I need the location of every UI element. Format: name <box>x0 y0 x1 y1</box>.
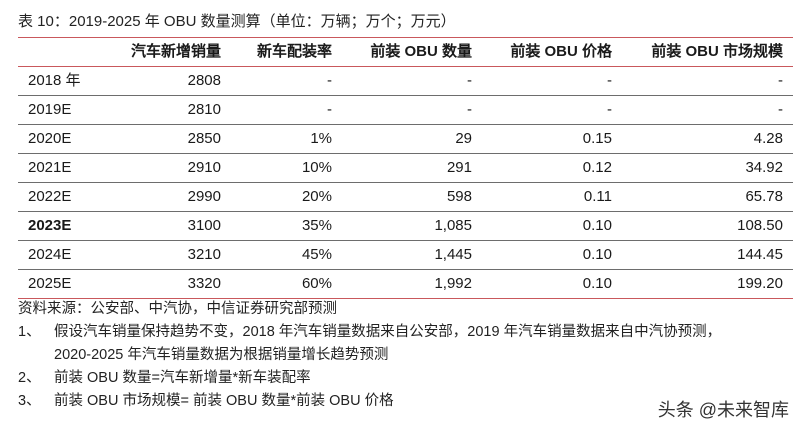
note-item-continuation: 2020-2025 年汽车销量数据为根据销量增长趋势预测 <box>18 344 798 367</box>
header-rate: 新车配装率 <box>256 43 332 60</box>
cell-obu-price: 0.10 <box>582 217 612 234</box>
cell-market: 144.45 <box>737 246 783 263</box>
table-notes: 资料来源：公安部、中汽协，中信证券研究部预测 1、 假设汽车销量保持趋势不变，2… <box>18 298 798 413</box>
note-item: 2、 前装 OBU 数量=汽车新增量*新车装配率 <box>18 367 798 390</box>
cell-obu-count: 29 <box>455 130 472 147</box>
cell-obu-price: - <box>607 72 612 89</box>
note-text: 假设汽车销量保持趋势不变，2018 年汽车销量数据来自公安部，2019 年汽车销… <box>54 324 722 340</box>
table-row: 2019E 2810 - - - - <box>18 96 793 125</box>
cell-sales: 2810 <box>187 101 221 118</box>
cell-rate: 1% <box>310 130 332 147</box>
table-title: 表 10：2019-2025 年 OBU 数量测算（单位：万辆；万个；万元） <box>18 13 456 30</box>
note-number: 2、 <box>18 370 41 386</box>
cell-obu-price: 0.11 <box>583 188 612 205</box>
table-header-row: 汽车新增销量 新车配装率 前装 OBU 数量 前装 OBU 价格 前装 OBU … <box>18 38 793 67</box>
table-row: 2025E 3320 60% 1,992 0.10 199.20 <box>18 270 793 299</box>
obu-forecast-table: 汽车新增销量 新车配装率 前装 OBU 数量 前装 OBU 价格 前装 OBU … <box>18 37 793 299</box>
cell-market: - <box>778 72 783 89</box>
cell-obu-count: 291 <box>446 159 472 176</box>
cell-market: 108.50 <box>737 217 783 234</box>
cell-obu-count: - <box>467 72 472 89</box>
cell-year: 2021E <box>28 159 72 176</box>
note-text: 前装 OBU 市场规模= 前装 OBU 数量*前装 OBU 价格 <box>54 393 394 409</box>
table-row-highlight: 2023E 3100 35% 1,085 0.10 108.50 <box>18 212 793 241</box>
cell-sales: 3320 <box>187 275 221 292</box>
cell-obu-count: 1,992 <box>434 275 472 292</box>
cell-obu-price: - <box>607 101 612 118</box>
cell-obu-count: - <box>467 101 472 118</box>
cell-sales: 2808 <box>187 72 221 89</box>
header-sales: 汽车新增销量 <box>130 43 221 60</box>
note-text: 2020-2025 年汽车销量数据为根据销量增长趋势预测 <box>54 347 389 363</box>
cell-sales: 2910 <box>187 159 221 176</box>
watermark: 头条 @未来智库 <box>657 400 789 420</box>
cell-obu-count: 598 <box>446 188 472 205</box>
note-item: 1、 假设汽车销量保持趋势不变，2018 年汽车销量数据来自公安部，2019 年… <box>18 321 798 344</box>
table-row: 2021E 2910 10% 291 0.12 34.92 <box>18 154 793 183</box>
cell-rate: 45% <box>301 246 332 263</box>
cell-obu-count: 1,085 <box>434 217 472 234</box>
cell-year: 2025E <box>28 275 72 292</box>
table-row: 2018 年 2808 - - - - <box>18 67 793 96</box>
header-obu-count: 前装 OBU 数量 <box>370 43 472 60</box>
cell-obu-price: 0.10 <box>582 275 612 292</box>
cell-market: 4.28 <box>753 130 783 147</box>
cell-rate: 20% <box>301 188 332 205</box>
cell-year: 2018 年 <box>28 72 81 89</box>
cell-year: 2023E <box>28 217 72 234</box>
cell-year: 2020E <box>28 130 72 147</box>
cell-rate: - <box>327 72 332 89</box>
note-text: 前装 OBU 数量=汽车新增量*新车装配率 <box>54 370 311 386</box>
cell-rate: 35% <box>301 217 332 234</box>
cell-year: 2022E <box>28 188 72 205</box>
cell-obu-price: 0.12 <box>582 159 612 176</box>
table-row: 2022E 2990 20% 598 0.11 65.78 <box>18 183 793 212</box>
cell-obu-price: 0.15 <box>582 130 612 147</box>
cell-rate: - <box>327 101 332 118</box>
source-text: 资料来源：公安部、中汽协，中信证券研究部预测 <box>18 301 337 317</box>
note-item: 3、 前装 OBU 市场规模= 前装 OBU 数量*前装 OBU 价格 <box>18 390 798 413</box>
header-obu-price: 前装 OBU 价格 <box>510 43 612 60</box>
cell-year: 2024E <box>28 246 72 263</box>
table-row: 2024E 3210 45% 1,445 0.10 144.45 <box>18 241 793 270</box>
cell-year: 2019E <box>28 101 72 118</box>
header-market: 前装 OBU 市场规模 <box>651 43 783 60</box>
table-row: 2020E 2850 1% 29 0.15 4.28 <box>18 125 793 154</box>
cell-sales: 3210 <box>187 246 221 263</box>
cell-sales: 3100 <box>187 217 221 234</box>
cell-sales: 2850 <box>187 130 221 147</box>
cell-obu-count: 1,445 <box>434 246 472 263</box>
source-note: 资料来源：公安部、中汽协，中信证券研究部预测 <box>18 298 798 321</box>
cell-market: - <box>778 101 783 118</box>
note-number: 3、 <box>18 393 41 409</box>
cell-rate: 10% <box>301 159 332 176</box>
cell-obu-price: 0.10 <box>582 246 612 263</box>
cell-rate: 60% <box>301 275 332 292</box>
note-number: 1、 <box>18 324 41 340</box>
cell-market: 34.92 <box>745 159 783 176</box>
cell-market: 65.78 <box>745 188 783 205</box>
cell-sales: 2990 <box>187 188 221 205</box>
cell-market: 199.20 <box>737 275 783 292</box>
